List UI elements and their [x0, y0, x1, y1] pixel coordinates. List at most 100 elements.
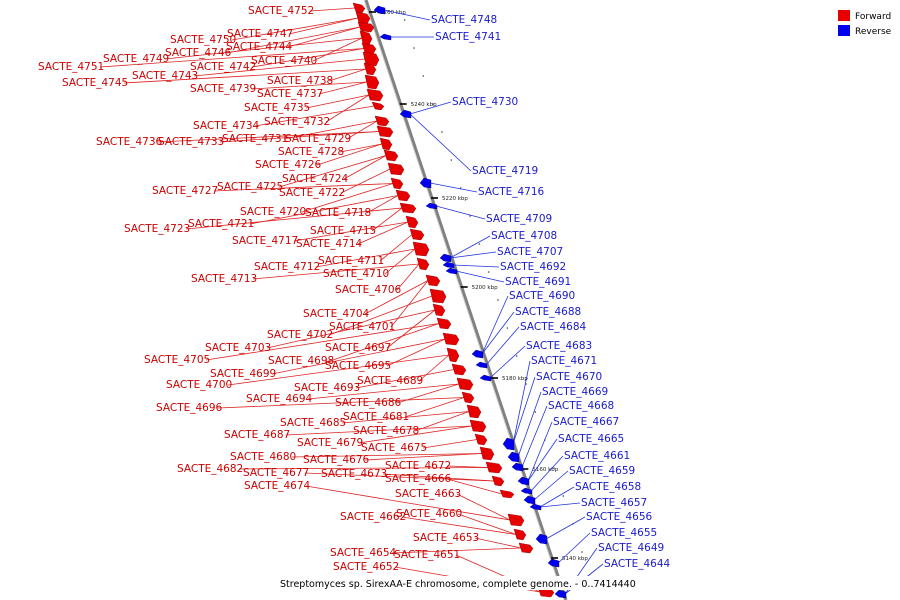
forward-gene-label: SACTE_4689 — [357, 375, 423, 387]
forward-leader-line — [291, 453, 483, 458]
forward-gene-label: SACTE_4673 — [321, 468, 387, 480]
reverse-leader-line — [517, 391, 542, 458]
forward-gene-label: SACTE_4732 — [264, 116, 330, 128]
reverse-gene-label: SACTE_4656 — [586, 511, 653, 523]
forward-gene-label: SACTE_4722 — [279, 187, 345, 199]
reverse-leader-line — [449, 235, 491, 259]
forward-gene-label: SACTE_4672 — [385, 460, 451, 472]
forward-gene-feature — [363, 62, 377, 76]
forward-leader-line — [341, 411, 470, 424]
forward-gene-label: SACTE_4715 — [310, 225, 376, 237]
reverse-leader-line — [429, 182, 478, 193]
forward-gene-feature — [364, 74, 380, 90]
axis-marker-dot — [422, 75, 425, 77]
forward-gene-feature — [442, 332, 460, 346]
forward-gene-feature — [513, 528, 527, 541]
axis-marker-dot — [581, 551, 583, 553]
forward-gene-label: SACTE_4737 — [257, 88, 323, 100]
reverse-gene-label: SACTE_4709 — [486, 213, 552, 225]
forward-gene-label: SACTE_4660 — [396, 508, 462, 520]
forward-gene-feature — [409, 228, 425, 241]
forward-leader-line — [343, 155, 387, 180]
forward-gene-label: SACTE_4725 — [217, 181, 283, 193]
forward-gene-feature — [425, 274, 441, 287]
forward-gene-label: SACTE_4752 — [248, 5, 314, 17]
forward-leader-line — [217, 397, 465, 409]
forward-leader-line — [285, 425, 473, 436]
reverse-leader-line — [557, 532, 591, 564]
forward-gene-feature — [446, 347, 460, 363]
axis-tick-label: 5200 kbp — [472, 285, 498, 291]
axis-tick-label: 5160 kbp — [532, 467, 558, 473]
forward-leader-line — [328, 68, 367, 82]
forward-leader-line — [315, 248, 416, 268]
reverse-leader-line — [527, 438, 558, 482]
reverse-gene-feature — [379, 33, 392, 41]
forward-gene-label: SACTE_4702 — [267, 329, 333, 341]
forward-leader-line — [164, 37, 363, 60]
forward-leader-line — [238, 467, 489, 470]
reverse-gene-label: SACTE_4644 — [604, 558, 671, 570]
forward-gene-feature — [366, 88, 384, 102]
forward-gene-label: SACTE_4678 — [353, 425, 419, 437]
axis-marker-dot — [478, 243, 481, 245]
forward-leader-line — [305, 94, 370, 109]
forward-leader-line — [401, 516, 517, 535]
forward-leader-line — [414, 411, 470, 432]
forward-gene-feature — [387, 162, 405, 176]
forward-gene-label: SACTE_4721 — [188, 218, 254, 230]
forward-gene-feature — [395, 189, 411, 202]
forward-gene-label: SACTE_4728 — [278, 146, 344, 158]
forward-gene-feature — [359, 30, 373, 46]
forward-gene-label: SACTE_4747 — [227, 28, 293, 40]
forward-gene-label: SACTE_4746 — [165, 47, 232, 59]
forward-leader-line — [364, 280, 429, 315]
reverse-leader-line — [383, 9, 431, 21]
reverse-gene-feature — [502, 437, 515, 451]
forward-leader-line — [213, 183, 394, 192]
forward-gene-feature — [507, 513, 525, 527]
forward-gene-feature — [352, 2, 366, 14]
reverse-gene-feature — [479, 374, 492, 382]
forward-gene-label: SACTE_4744 — [226, 41, 293, 53]
forward-leader-line — [386, 338, 446, 367]
forward-gene-feature — [399, 202, 417, 214]
reverse-gene-label: SACTE_4667 — [553, 416, 619, 428]
reverse-gene-label: SACTE_4670 — [536, 371, 602, 383]
reverse-gene-feature — [475, 361, 488, 369]
forward-gene-label: SACTE_4710 — [323, 268, 389, 280]
reverse-gene-label: SACTE_4691 — [505, 276, 571, 288]
reverse-gene-feature — [517, 476, 530, 486]
reverse-gene-feature — [439, 253, 452, 263]
forward-leader-line — [252, 263, 420, 280]
reverse-gene-feature — [399, 109, 412, 119]
forward-leader-line — [219, 131, 380, 143]
forward-gene-feature — [355, 11, 371, 25]
forward-leader-line — [227, 354, 450, 386]
forward-leader-line — [305, 485, 511, 521]
forward-gene-label: SACTE_4714 — [296, 238, 363, 250]
reverse-leader-line — [452, 264, 500, 268]
forward-gene-label: SACTE_4663 — [395, 488, 461, 500]
reverse-gene-feature — [442, 261, 455, 269]
reverse-leader-line — [449, 251, 497, 259]
forward-leader-line — [185, 207, 403, 230]
reverse-gene-feature — [373, 5, 386, 15]
reverse-gene-label: SACTE_4748 — [431, 14, 497, 26]
forward-gene-label: SACTE_4698 — [268, 355, 334, 367]
forward-leader-line — [391, 547, 522, 554]
forward-leader-line — [123, 68, 367, 84]
forward-gene-label: SACTE_4653 — [413, 532, 479, 544]
forward-gene-feature — [466, 404, 482, 419]
forward-leader-line — [386, 309, 436, 349]
reverse-leader-line — [512, 360, 531, 445]
forward-leader-line — [340, 168, 391, 194]
gene-labels: SACTE_4752 SACTE_4747SACTE_4750SACTE_4744… — [38, 5, 671, 573]
reverse-gene-label: SACTE_4657 — [581, 497, 647, 509]
forward-gene-label: SACTE_4679 — [297, 437, 363, 449]
forward-gene-label: SACTE_4724 — [282, 173, 349, 185]
axis-marker-dot — [450, 159, 453, 161]
forward-leader-line — [384, 248, 416, 275]
reverse-gene-label: SACTE_4692 — [500, 261, 566, 273]
forward-gene-label: SACTE_4680 — [230, 451, 296, 463]
